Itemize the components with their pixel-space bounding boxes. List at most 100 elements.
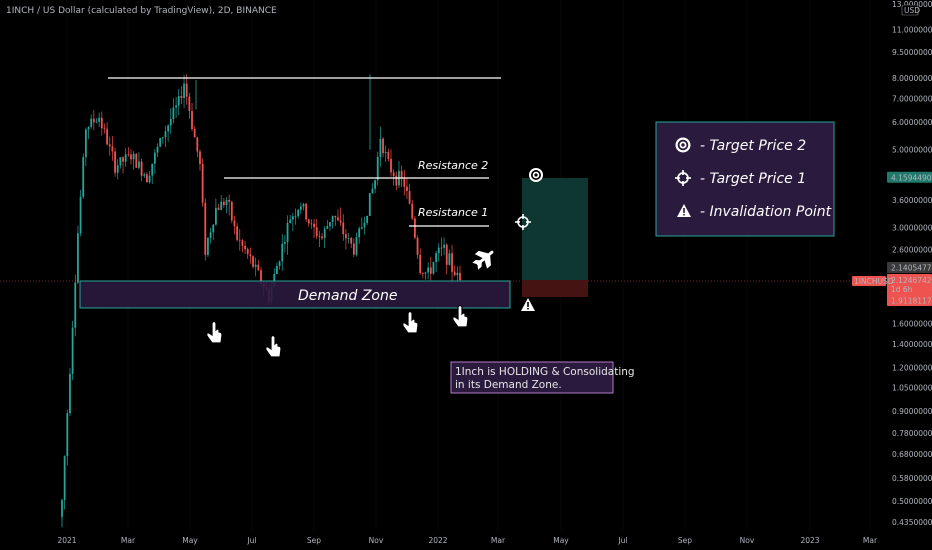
- candle-body: [82, 157, 85, 197]
- candle-body: [127, 154, 130, 156]
- candle-body: [419, 254, 422, 274]
- candle-body: [276, 265, 278, 274]
- candle-body: [345, 234, 347, 239]
- time-tick-label: Jul: [246, 536, 256, 545]
- candle-body: [323, 228, 326, 239]
- candle-body: [408, 190, 411, 204]
- target-price-tag-bg: [887, 171, 932, 183]
- legend-item-invalidation: - Invalidation Point: [700, 204, 832, 220]
- time-tick-label: 2023: [800, 536, 819, 545]
- legend-crosshair-icon: [675, 170, 691, 186]
- candle-body: [148, 175, 151, 183]
- current-price-tag-bg: [887, 274, 932, 296]
- currency-badge: [901, 4, 919, 16]
- candle-body: [376, 156, 379, 181]
- candle-body: [185, 83, 188, 97]
- candle-body: [413, 218, 416, 238]
- candle-body: [440, 247, 443, 249]
- time-tick-label: 2021: [57, 536, 76, 545]
- candle-body: [350, 237, 353, 244]
- candle-body: [403, 178, 406, 187]
- candle-body: [411, 203, 414, 219]
- candle-body: [355, 237, 358, 255]
- candle-body: [119, 157, 122, 166]
- candle-body: [225, 199, 228, 206]
- time-tick-label: Mar: [863, 536, 878, 545]
- airplane-icon: [472, 250, 494, 270]
- candle-body: [435, 253, 438, 263]
- candle-body: [238, 239, 241, 241]
- candle-body: [429, 267, 432, 274]
- candle-body: [169, 118, 172, 126]
- chart-header-title: 1INCH / US Dollar (calculated by Trading…: [6, 6, 277, 16]
- candle-body: [294, 216, 297, 217]
- candle-body: [318, 236, 321, 238]
- candle-body: [406, 186, 408, 191]
- candle-body: [448, 253, 451, 265]
- legend-target-icon: [675, 137, 691, 153]
- price-tick-label: 0.43500000: [892, 518, 932, 527]
- candle-body: [191, 110, 193, 130]
- legend-warning-icon: [677, 204, 691, 217]
- time-tick-label: Mar: [491, 536, 506, 545]
- candle-body: [201, 164, 204, 203]
- candle-body: [135, 153, 138, 168]
- candle-body: [222, 201, 225, 206]
- candle-body: [273, 273, 276, 287]
- candle-body: [286, 222, 289, 242]
- price-tick-label: 8.00000000: [892, 74, 932, 83]
- entry-price-tag: 2.14054779: [891, 264, 932, 273]
- candle-body: [159, 138, 162, 147]
- price-tick-label: 6.00000000: [892, 118, 932, 127]
- candle-body: [379, 138, 382, 157]
- target-price-tag: 4.15944903: [891, 173, 932, 182]
- candle-body: [66, 413, 69, 457]
- candle-body: [199, 151, 201, 165]
- time-tick-label: Mar: [121, 536, 136, 545]
- candle-body: [254, 264, 257, 267]
- candle-body: [310, 223, 313, 225]
- candle-body: [421, 273, 424, 274]
- candle-body: [347, 237, 350, 239]
- candle-body: [196, 137, 199, 152]
- hand-pointer-icon: [206, 320, 223, 344]
- candle-body: [146, 174, 148, 183]
- stop-price-tag: 1.91181177: [891, 297, 932, 306]
- candle-body: [342, 222, 345, 235]
- candle-body: [236, 226, 239, 240]
- candle-body: [387, 152, 390, 159]
- candle-body: [114, 151, 116, 173]
- candle-body: [156, 146, 159, 153]
- price-tick-label: 2.60000000: [892, 245, 932, 254]
- candle-body: [382, 138, 384, 154]
- candle-body: [130, 154, 132, 160]
- price-tick-label: 3.60000000: [892, 196, 932, 205]
- candle-body: [283, 241, 286, 244]
- price-tick-label: 1.60000000: [892, 319, 932, 328]
- candle-body: [246, 249, 249, 255]
- candle-body: [321, 236, 323, 239]
- candle-body: [360, 227, 363, 229]
- candle-body: [299, 206, 302, 210]
- time-tick-label: Jul: [617, 536, 627, 545]
- candle-body: [307, 219, 310, 224]
- candle-body: [368, 193, 371, 216]
- candle-body: [456, 272, 459, 276]
- candle-body: [79, 196, 82, 234]
- candle-body: [220, 201, 223, 210]
- candle-body: [244, 245, 246, 250]
- candle-body: [337, 217, 339, 221]
- time-tick-label: Sep: [307, 536, 321, 545]
- crosshair-icon: [515, 214, 531, 230]
- candle-body: [122, 157, 124, 162]
- candle-body: [140, 161, 143, 176]
- candle-body: [111, 146, 114, 152]
- candle-body: [400, 170, 403, 179]
- candle-body: [87, 126, 90, 130]
- note-line-2: in its Demand Zone.: [455, 379, 562, 391]
